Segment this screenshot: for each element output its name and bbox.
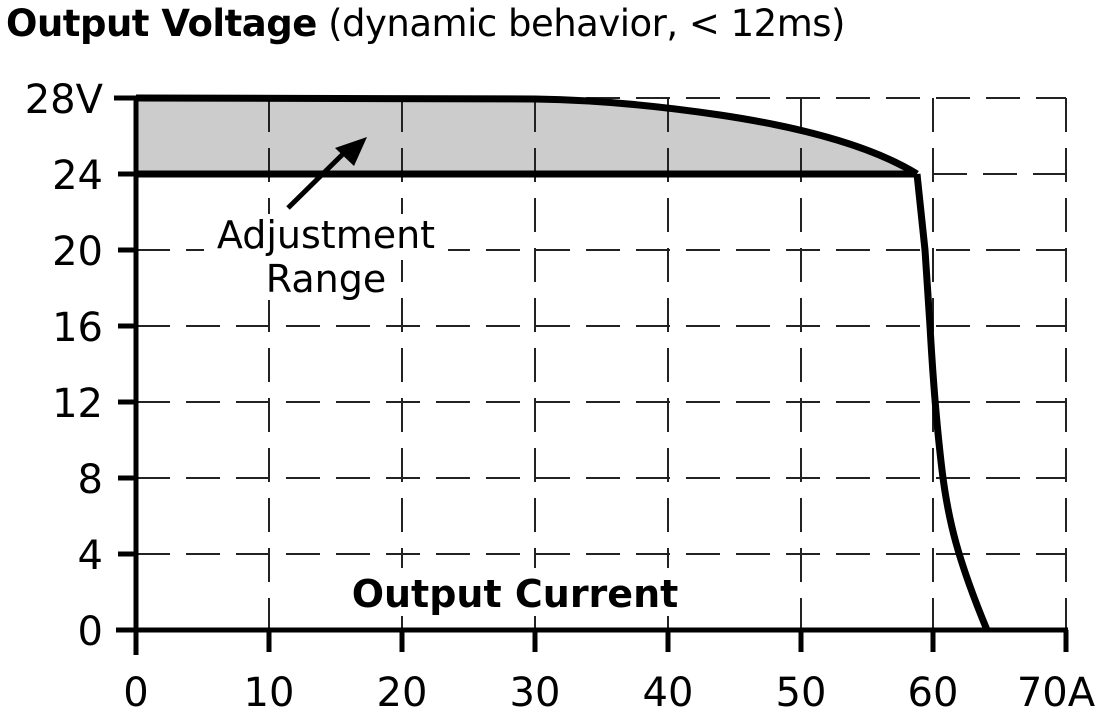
annotation-bg (204, 214, 448, 260)
annotation-line2: Range (266, 257, 386, 301)
chart-title-main: Output Voltage (6, 2, 317, 45)
grid-vertical (268, 98, 1067, 630)
chart-title-subtitle: (dynamic behavior, < 12ms) (316, 2, 845, 45)
x-tick-label: 20 (377, 670, 428, 716)
x-tick-label: 60 (908, 670, 959, 716)
y-tick-label: 12 (52, 381, 103, 427)
current-limit-curve (913, 173, 991, 632)
x-axis-title: Output Current (352, 572, 679, 616)
x-tick-labels: 0 10 20 30 40 50 60 70A (123, 670, 1095, 716)
y-tick-label: 28V (25, 77, 104, 123)
chart-title: Output Voltage (dynamic behavior, < 12ms… (6, 2, 845, 45)
y-tick-label: 16 (52, 305, 103, 351)
y-ticks (114, 95, 136, 557)
y-tick-label: 0 (78, 609, 103, 655)
x-tick-label: 70A (1017, 670, 1096, 716)
annotation-arrow (286, 137, 367, 210)
y-tick-label: 8 (78, 457, 103, 503)
annotation-bg (258, 260, 392, 300)
x-ticks (133, 630, 1069, 655)
y-tick-label: 20 (52, 229, 103, 275)
x-axis-title-bg (338, 568, 692, 616)
y-tick-label: 4 (78, 533, 103, 579)
axes (116, 96, 1068, 633)
adjustment-range-fill (136, 98, 917, 174)
y-tick-label: 24 (52, 153, 103, 199)
annotation-line1: Adjustment (217, 213, 435, 257)
x-tick-label: 30 (510, 670, 561, 716)
upper-limit-curve (135, 94, 919, 177)
x-tick-label: 40 (643, 670, 694, 716)
y-tick-labels: 28V 24 20 16 12 8 4 0 (25, 77, 104, 655)
x-tick-label: 0 (123, 670, 148, 716)
x-tick-label: 50 (776, 670, 827, 716)
x-tick-label: 10 (244, 670, 295, 716)
